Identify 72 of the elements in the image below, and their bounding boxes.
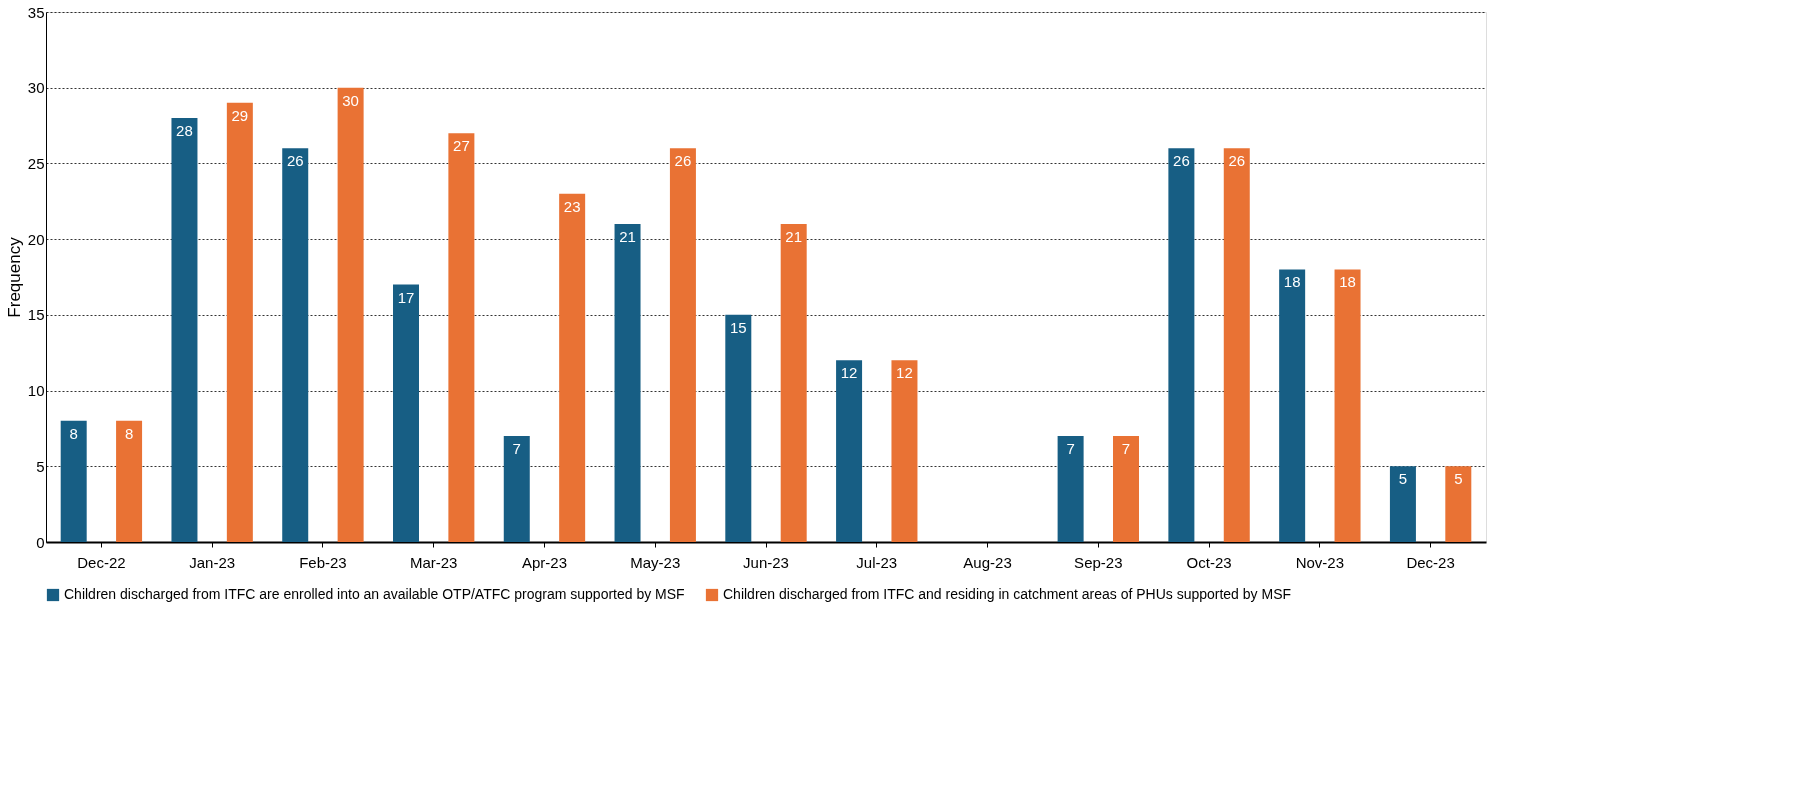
bar [559, 193, 586, 542]
data-label: 28 [176, 122, 193, 139]
x-tick-label: Sep-23 [1074, 553, 1123, 571]
y-tick-label: 35 [27, 3, 45, 21]
data-label: 5 [1398, 470, 1408, 488]
data-label: 26 [674, 152, 692, 170]
data-label: 26 [1228, 152, 1246, 170]
y-tick-label: 25 [27, 154, 45, 172]
data-label: 17 [397, 288, 415, 306]
bar [1113, 436, 1139, 542]
y-tick-label: 0 [36, 533, 45, 551]
y-tick-label: 20 [27, 230, 45, 248]
bar [780, 224, 807, 542]
x-tick-label: Dec-23 [1406, 553, 1455, 571]
data-label: 7 [1121, 440, 1131, 457]
bar [503, 436, 530, 542]
x-tick-label: Aug-23 [963, 553, 1012, 571]
x-tick-label: Feb-23 [299, 553, 347, 571]
data-label: 12 [840, 364, 858, 382]
legend-label: Children discharged from ITFC are enrolled into an available OTP/ATFC program supported by MSF [64, 586, 685, 602]
bar [836, 360, 863, 542]
x-tick-label: Jun-23 [743, 553, 789, 571]
y-tick-label: 15 [27, 306, 45, 324]
x-tick-label: Oct-23 [1186, 553, 1232, 571]
bar [282, 148, 309, 542]
data-label: 5 [1454, 470, 1463, 488]
bar [1279, 269, 1306, 542]
bar [116, 420, 143, 542]
data-label: 23 [563, 197, 581, 215]
bar [614, 224, 641, 542]
data-label: 15 [729, 318, 747, 336]
x-tick-label: Jul-23 [856, 553, 898, 571]
data-label: 8 [69, 424, 78, 442]
data-label: 21 [619, 228, 636, 245]
x-tick-label: May-23 [630, 553, 681, 571]
bar [669, 148, 696, 542]
x-tick-label: Mar-23 [409, 553, 458, 571]
bar [725, 314, 752, 542]
x-tick-label: Apr-23 [521, 553, 567, 571]
y-tick-label: 10 [27, 382, 45, 400]
bar [60, 420, 87, 542]
data-label: 30 [342, 91, 359, 109]
bar [1445, 466, 1472, 542]
bar [1389, 466, 1416, 542]
bar [1334, 269, 1361, 542]
data-label: 26 [1173, 152, 1190, 170]
data-label: 7 [512, 440, 521, 457]
data-label: 21 [785, 228, 803, 245]
y-tick-label: 5 [36, 457, 45, 475]
bar [1223, 148, 1250, 542]
data-label: 12 [896, 364, 913, 382]
x-tick-label: Dec-22 [77, 553, 126, 571]
x-tick-label: Nov-23 [1295, 553, 1345, 571]
bar [1057, 436, 1084, 542]
data-label: 8 [124, 424, 134, 442]
legend-label: Children discharged from ITFC and residing in catchment areas of PHUs supported by MSF [723, 586, 1292, 602]
bar [337, 87, 364, 542]
data-label: 18 [1339, 273, 1356, 291]
data-label: 26 [286, 152, 304, 170]
bar [171, 118, 198, 542]
data-label: 27 [453, 137, 470, 155]
y-axis-title: Frequency [4, 236, 24, 318]
x-tick-label: Jan-23 [189, 553, 236, 571]
bar [448, 133, 475, 542]
bar [393, 284, 419, 542]
bar [226, 102, 253, 542]
bar [891, 360, 918, 542]
data-label: 7 [1066, 440, 1075, 457]
data-label: 29 [231, 106, 249, 124]
bar [1168, 148, 1195, 542]
y-tick-label: 30 [27, 79, 45, 97]
data-label: 18 [1283, 273, 1301, 291]
